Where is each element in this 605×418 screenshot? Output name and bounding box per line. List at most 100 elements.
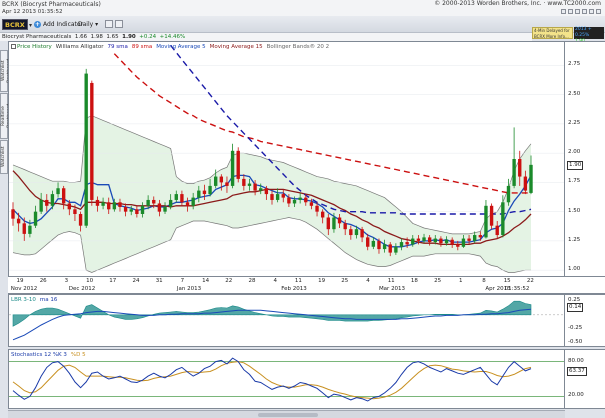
price-y-tick-label: 1.75 <box>568 178 581 185</box>
candle-body <box>129 209 133 212</box>
ma15-line <box>12 170 532 246</box>
add-indicator-button[interactable]: + Add Indicator <box>34 20 83 29</box>
symbol-input[interactable]: BCRX <box>2 19 28 30</box>
x-tick-label: 17 <box>109 278 117 284</box>
candle-body <box>174 194 178 200</box>
x-tick-label: 25 <box>341 278 349 284</box>
stoch-last-value: 63.37 <box>567 367 587 377</box>
help-icon[interactable] <box>582 9 587 14</box>
candle-body <box>506 185 511 203</box>
bollinger-upper-line <box>12 115 532 235</box>
candle-body <box>28 225 32 234</box>
delayed-line-1: 4-Min Delayed for <box>534 28 570 33</box>
legend-alligator[interactable]: Williams Alligator <box>55 44 104 50</box>
stoch-legend: Stochastics 12 %K 3 %D 5 <box>11 351 86 359</box>
side-tab-watchlist-dashboard[interactable]: Watchlist Dashboard <box>0 50 12 92</box>
stoch-legend-d[interactable]: %D 5 <box>70 352 86 358</box>
window-controls <box>561 9 601 14</box>
plus-icon: + <box>34 21 41 28</box>
candle-body <box>264 188 269 195</box>
quote-bar: Biocryst Pharmaceuticals 1.66 1.98 1.65 … <box>0 33 532 41</box>
side-tab-realtime-dashboard[interactable]: Realtime Dashboard <box>0 93 12 139</box>
candle-body <box>123 206 128 212</box>
ticker-line-1: 2013 + 0.25% <box>575 27 592 38</box>
candle-body <box>377 240 381 250</box>
sma79-line <box>170 45 532 215</box>
legend-ma15[interactable]: Moving Average 15 <box>209 44 263 50</box>
legend-bb[interactable]: Bollinger Bands® 20 2 <box>266 44 330 50</box>
candle-body <box>33 211 38 226</box>
lbr-legend: LBR 3-10 ma 16 <box>11 296 57 304</box>
candle-body <box>180 194 184 203</box>
lbr-y-tick-label: 0.25 <box>568 296 581 303</box>
candle-body <box>354 229 359 236</box>
x-tick-label: 11 <box>387 278 395 284</box>
candle-body <box>135 209 139 214</box>
candle-body <box>253 183 257 191</box>
price-y-tick-label: 1.00 <box>568 266 581 273</box>
side-tab-watchlist[interactable]: Watchlist <box>0 140 8 174</box>
candle-body <box>405 242 409 245</box>
x-tick-label: 8 <box>482 278 486 284</box>
settings-icon[interactable] <box>561 9 566 14</box>
legend-ma5[interactable]: Moving Average 5 <box>156 44 206 50</box>
lock-icon[interactable] <box>589 9 594 14</box>
legend-sma79[interactable]: 79 sma <box>107 44 128 50</box>
layout-icon[interactable] <box>568 9 573 14</box>
lbr-legend-name[interactable]: LBR 3-10 <box>11 297 36 303</box>
candle-body <box>382 244 387 250</box>
candle-body <box>163 206 167 212</box>
candle-body <box>214 176 218 186</box>
lbr-legend-ma[interactable]: ma 16 <box>39 297 58 303</box>
x-month-label: Nov 2012 <box>10 286 38 292</box>
candle-body <box>202 190 207 195</box>
zoom-in-icon[interactable] <box>105 20 113 28</box>
add-indicator-label: Add Indicator <box>43 21 84 28</box>
candle-body <box>281 194 285 198</box>
x-tick-label: 10 <box>86 278 94 284</box>
candle-body <box>61 188 66 204</box>
x-month-label: Feb 2013 <box>281 286 307 292</box>
close-icon[interactable] <box>596 9 601 14</box>
candle-body <box>197 190 201 198</box>
candle-body <box>439 238 443 244</box>
candle-body <box>332 217 336 230</box>
candle-body <box>39 199 43 212</box>
lbr-ma-line <box>12 308 532 341</box>
bollinger-lower-line <box>12 217 531 273</box>
candle-body <box>320 211 325 218</box>
candle-body <box>416 238 421 241</box>
horizontal-scrollbar[interactable] <box>8 410 565 418</box>
candle-body <box>411 238 415 245</box>
zoom-out-icon[interactable] <box>115 20 123 28</box>
x-month-label: Jan 2013 <box>176 286 202 292</box>
symbol-dropdown-icon[interactable]: ▾ <box>29 22 33 29</box>
x-tick-label: 4 <box>366 278 370 284</box>
candle-body <box>242 178 246 186</box>
print-icon[interactable] <box>575 9 580 14</box>
candle-body <box>152 199 156 204</box>
stoch-k-line <box>12 357 532 402</box>
legend-price-history[interactable]: Price History <box>11 43 52 51</box>
candle-body <box>304 197 308 203</box>
candle-body <box>478 235 483 238</box>
x-tick-label: 31 <box>155 278 163 284</box>
timeframe-select[interactable]: Daily ▾ <box>78 21 99 28</box>
price-chart-panel[interactable]: Price History Williams Alligator 79 sma … <box>8 41 565 277</box>
quote-change-pct: +14.46% <box>159 34 186 40</box>
candle-body <box>225 182 229 186</box>
lbr-panel[interactable]: LBR 3-10 ma 16 <box>8 294 565 347</box>
legend-sma89[interactable]: 89 sma <box>131 44 153 50</box>
candle-body <box>461 238 466 247</box>
stoch-legend-name[interactable]: Stochastics 12 %K 3 <box>11 352 67 358</box>
candle-body <box>399 242 404 247</box>
scrollbar-thumb[interactable] <box>258 413 318 417</box>
last-price-label: 1.90 <box>567 160 584 170</box>
x-tick-label: 3 <box>64 278 69 284</box>
candle-body <box>422 237 426 241</box>
stochastics-y-axis: 80.00 63.37 20.00 <box>565 349 605 409</box>
candle-body <box>219 176 224 183</box>
price-y-tick-label: 2.25 <box>568 119 581 126</box>
stochastics-panel[interactable]: Stochastics 12 %K 3 %D 5 <box>8 349 565 409</box>
delayed-data-notice[interactable]: 4-Min Delayed for BCRX More Info... <box>532 27 573 39</box>
